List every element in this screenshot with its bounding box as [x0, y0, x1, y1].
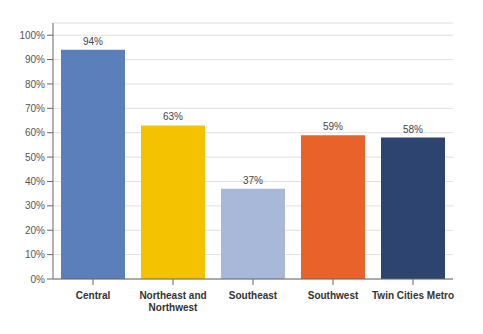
svg-text:10%: 10%: [25, 249, 45, 260]
svg-text:50%: 50%: [25, 152, 45, 163]
svg-text:94%: 94%: [83, 36, 103, 47]
svg-text:63%: 63%: [163, 111, 183, 122]
svg-text:Southwest: Southwest: [308, 290, 359, 301]
svg-text:37%: 37%: [243, 175, 263, 186]
svg-text:0%: 0%: [31, 274, 46, 285]
svg-text:40%: 40%: [25, 176, 45, 187]
svg-text:Central: Central: [76, 290, 111, 301]
svg-text:59%: 59%: [323, 121, 343, 132]
svg-text:20%: 20%: [25, 225, 45, 236]
svg-text:Southeast: Southeast: [229, 290, 278, 301]
svg-text:30%: 30%: [25, 200, 45, 211]
svg-text:Northeast andNorthwest: Northeast andNorthwest: [139, 290, 206, 313]
svg-text:80%: 80%: [25, 79, 45, 90]
svg-text:100%: 100%: [19, 30, 45, 41]
svg-text:60%: 60%: [25, 127, 45, 138]
svg-text:Twin Cities Metro: Twin Cities Metro: [372, 290, 454, 301]
svg-text:90%: 90%: [25, 54, 45, 65]
svg-text:70%: 70%: [25, 103, 45, 114]
svg-text:58%: 58%: [403, 124, 423, 135]
